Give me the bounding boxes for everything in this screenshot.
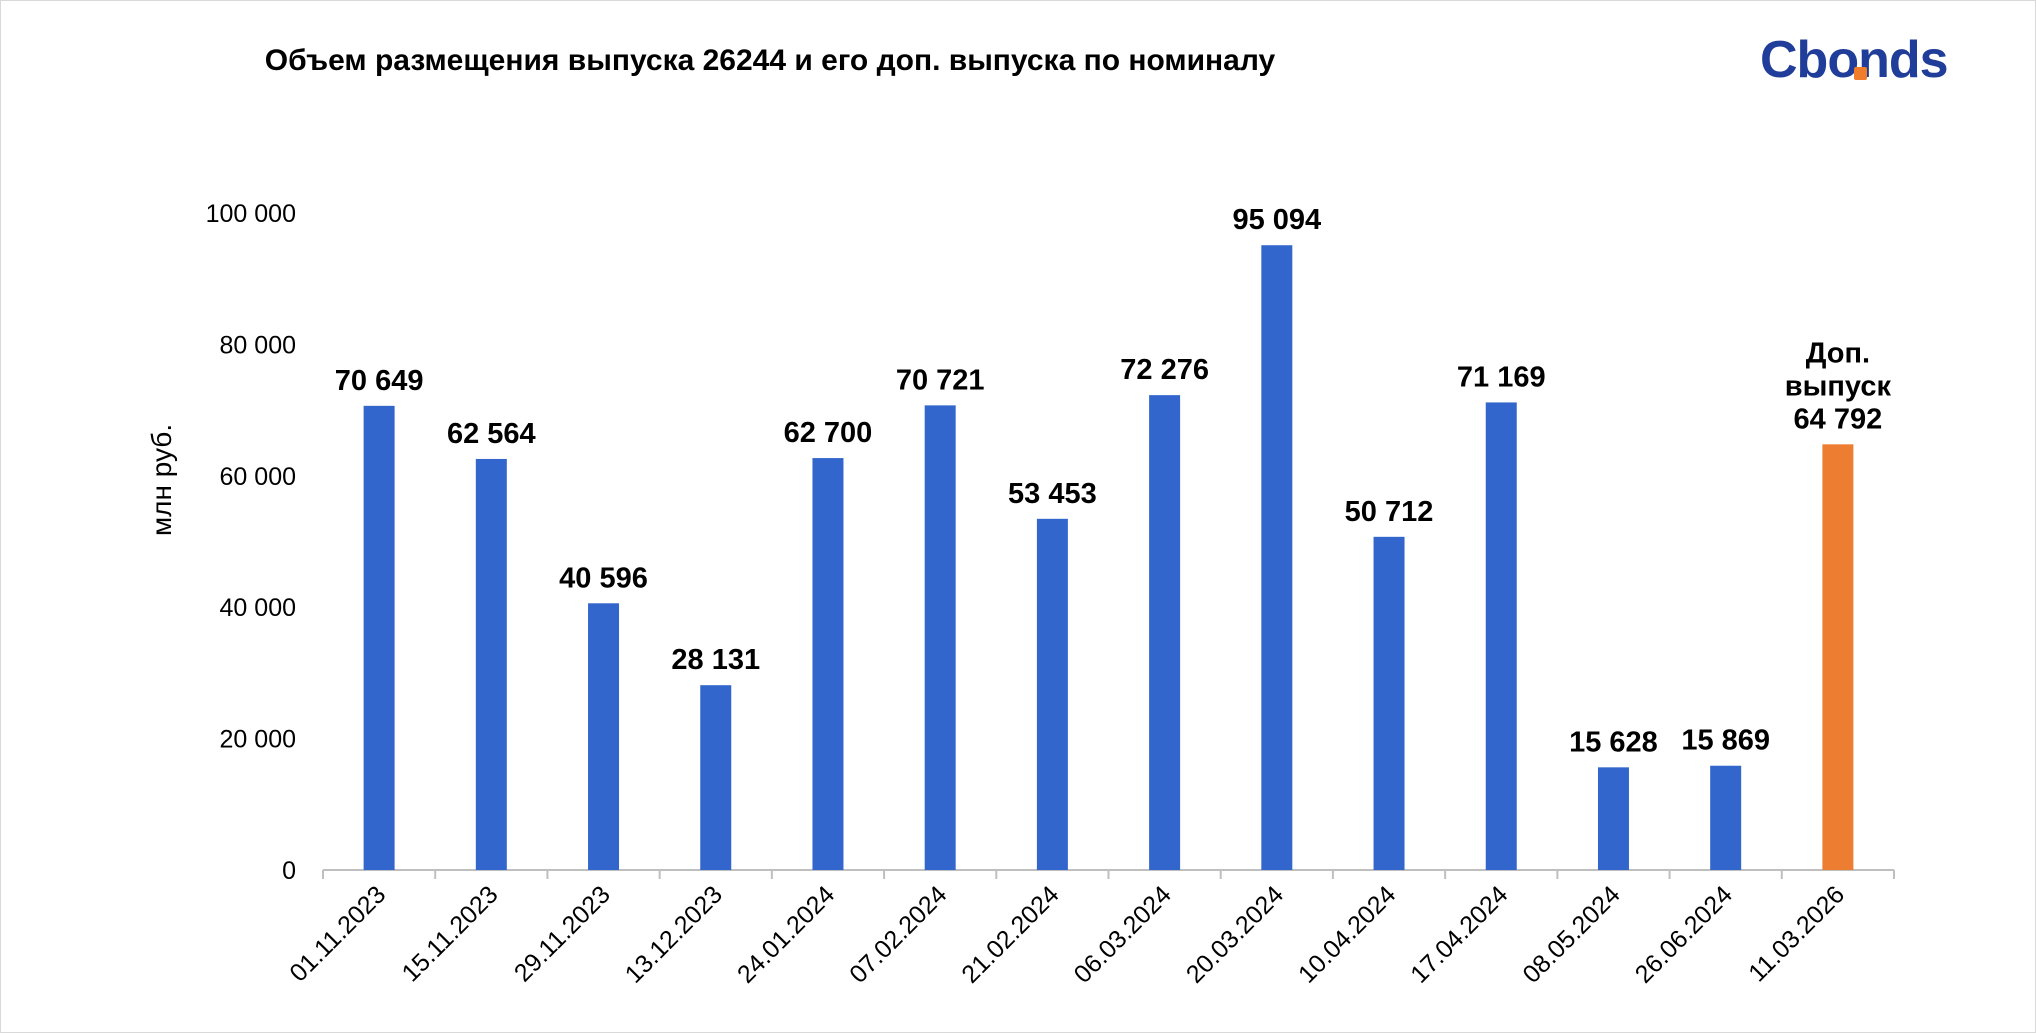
data-label: 50 712	[1345, 496, 1434, 528]
cbonds-logo: Cbonds	[1760, 30, 1950, 90]
y-tick-label: 60 000	[220, 463, 296, 491]
data-label: 15 628	[1569, 726, 1658, 758]
data-label: 15 869	[1681, 725, 1770, 757]
bar	[363, 405, 395, 870]
x-tick-label: 08.05.2024	[1517, 880, 1625, 988]
data-label: 70 649	[335, 365, 424, 397]
logo-accent-mark	[1854, 67, 1867, 80]
x-tick-label: 17.04.2024	[1405, 880, 1513, 988]
bar	[475, 458, 507, 870]
x-tick-label: 10.04.2024	[1293, 880, 1401, 988]
y-tick-label: 20 000	[220, 726, 296, 754]
x-tick-label: 20.03.2024	[1181, 880, 1289, 988]
x-tick-label: 06.03.2024	[1069, 880, 1177, 988]
data-label: 40 596	[559, 562, 648, 594]
bar	[812, 458, 844, 870]
bar	[924, 405, 956, 870]
x-tick-label: 29.11.2023	[509, 880, 616, 987]
x-tick-label: 07.02.2024	[844, 880, 952, 988]
data-label: 72 276	[1120, 354, 1209, 386]
data-label: 62 700	[784, 417, 873, 449]
data-label: 64 792	[1794, 403, 1883, 435]
x-tick-label: 11.03.2026	[1743, 880, 1850, 987]
x-tick-label: 01.11.2023	[284, 880, 391, 987]
bar	[1373, 536, 1405, 870]
bar	[1149, 395, 1181, 870]
bar	[700, 685, 732, 870]
data-label: 28 131	[671, 644, 760, 676]
x-tick-label: 24.01.2024	[732, 880, 840, 988]
bar	[1036, 518, 1068, 870]
y-tick-label: 40 000	[220, 594, 296, 622]
x-tick-label: 15.11.2023	[397, 880, 504, 987]
chart-title: Объем размещения выпуска 26244 и его доп…	[264, 44, 1276, 77]
data-label: 53 453	[1008, 478, 1097, 510]
data-label: 70 721	[896, 364, 985, 396]
x-tick-label: 21.02.2024	[956, 880, 1064, 988]
x-tick-label: 26.06.2024	[1630, 880, 1738, 988]
data-label: 62 564	[447, 418, 536, 450]
data-label: 71 169	[1457, 361, 1546, 393]
bar-additional-issue	[1822, 444, 1854, 870]
y-tick-label: 80 000	[220, 331, 296, 359]
y-tick-label: 0	[282, 857, 296, 885]
bar	[1261, 245, 1293, 870]
y-tick-label: 100 000	[206, 200, 296, 228]
data-label: Доп.	[1806, 337, 1870, 369]
data-label: выпуск	[1785, 370, 1892, 402]
data-label: 95 094	[1232, 204, 1321, 236]
bar	[588, 603, 620, 870]
bar	[1710, 765, 1742, 870]
bar	[1485, 402, 1517, 870]
x-tick-label: 13.12.2023	[620, 880, 728, 988]
bar	[1597, 767, 1629, 870]
